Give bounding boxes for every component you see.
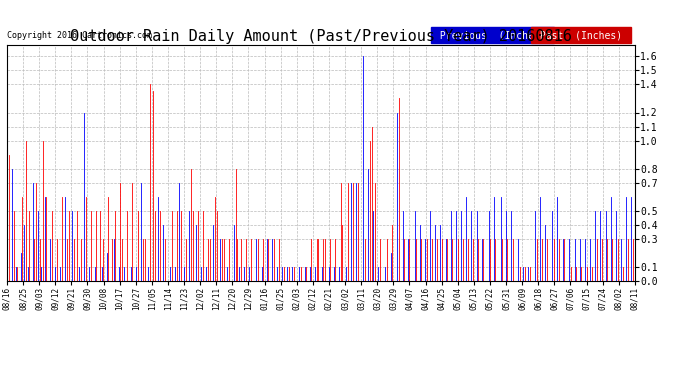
Text: Copyright 2016 Cartronics.com: Copyright 2016 Cartronics.com — [7, 31, 152, 40]
Title: Outdoor Rain Daily Amount (Past/Previous Year) 20160816: Outdoor Rain Daily Amount (Past/Previous… — [70, 29, 572, 44]
Text: Past  (Inches): Past (Inches) — [534, 30, 629, 40]
Text: Previous  (Inches): Previous (Inches) — [434, 30, 551, 40]
